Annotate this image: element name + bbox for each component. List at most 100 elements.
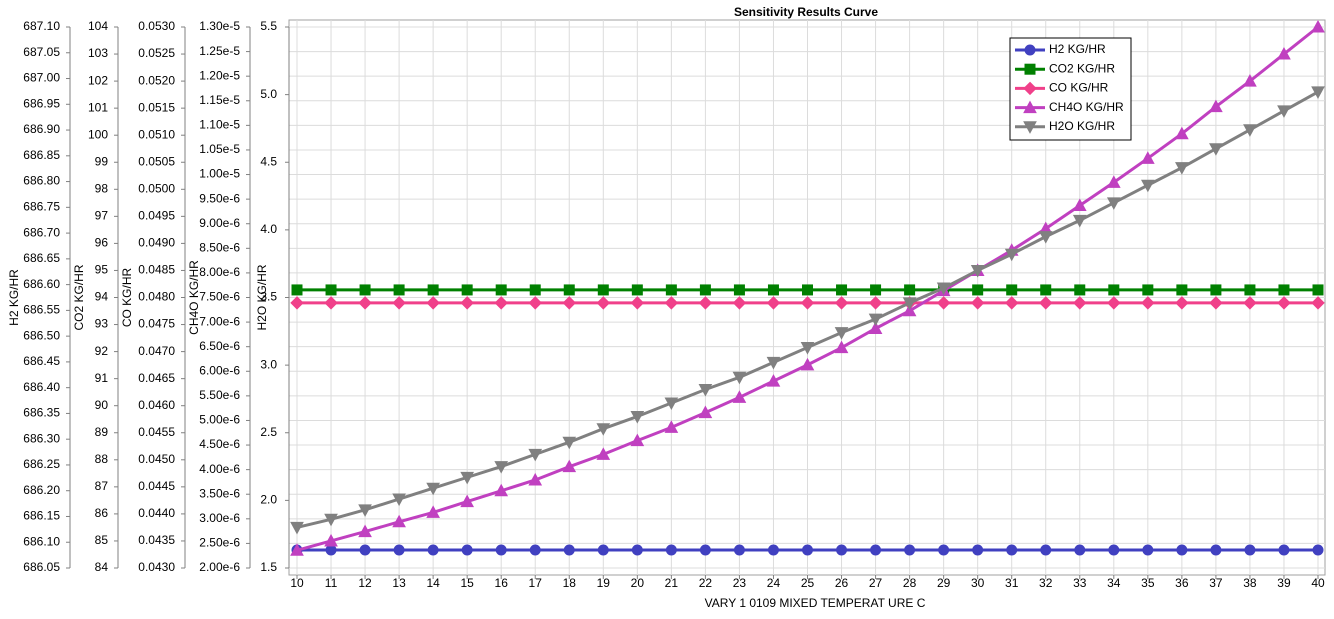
- marker: [936, 296, 951, 310]
- marker: [1176, 544, 1188, 556]
- marker: [324, 533, 338, 547]
- marker: [631, 544, 643, 556]
- marker: [834, 340, 849, 354]
- marker: [1209, 99, 1223, 113]
- y-tick-label: 9.50e-6: [199, 191, 240, 205]
- y-tick-label: 2.00e-6: [199, 560, 240, 574]
- marker: [290, 296, 304, 310]
- marker: [630, 433, 645, 447]
- marker: [1243, 74, 1257, 87]
- x-tick-label: 40: [1311, 576, 1325, 590]
- marker: [1311, 86, 1325, 99]
- y-tick-label: 3.50e-6: [199, 486, 240, 500]
- y-tick-label: 94: [95, 290, 109, 304]
- y-tick-label: 7.50e-6: [199, 290, 240, 304]
- marker: [1040, 544, 1052, 556]
- marker: [664, 397, 679, 411]
- legend-label: H2 KG/HR: [1049, 42, 1106, 56]
- y-tick-label: 0.0530: [138, 19, 175, 33]
- marker: [1108, 284, 1120, 296]
- marker: [1040, 284, 1052, 296]
- x-tick-label: 37: [1209, 576, 1223, 590]
- x-tick-label: 13: [392, 576, 406, 590]
- marker: [802, 544, 813, 556]
- marker: [358, 504, 372, 517]
- marker: [1312, 284, 1324, 296]
- marker: [597, 544, 609, 556]
- marker: [834, 327, 849, 340]
- x-tick-label: 34: [1107, 576, 1121, 590]
- marker: [460, 494, 475, 508]
- marker: [630, 411, 645, 424]
- y-tick-label: 4.0: [260, 222, 277, 236]
- x-tick-label: 32: [1039, 576, 1053, 590]
- y-tick-label: 96: [95, 236, 109, 250]
- y-tick-label: 686.75: [23, 200, 60, 214]
- marker: [528, 448, 543, 462]
- y-tick-label: 4.5: [260, 154, 277, 168]
- y-tick-label: 8.00e-6: [199, 265, 240, 279]
- y-axis-title: CO2 KG/HR: [72, 264, 86, 330]
- marker: [733, 284, 745, 296]
- marker: [800, 296, 815, 310]
- y-tick-label: 0.0520: [138, 73, 175, 87]
- y-tick-label: 1.15e-5: [199, 93, 240, 107]
- y-tick-label: 686.85: [23, 148, 60, 162]
- marker: [733, 544, 745, 556]
- y-tick-label: 1.20e-5: [199, 68, 240, 82]
- y-tick-label: 687.10: [23, 19, 60, 33]
- marker: [1140, 151, 1155, 164]
- marker: [1006, 544, 1018, 556]
- marker: [936, 282, 951, 296]
- marker: [1142, 284, 1154, 296]
- y-tick-label: 3.0: [260, 357, 277, 371]
- marker: [834, 296, 849, 310]
- marker: [1175, 162, 1189, 175]
- marker: [596, 296, 611, 310]
- y-tick-label: 6.50e-6: [199, 339, 240, 353]
- y-tick-label: 686.15: [23, 509, 60, 523]
- y-tick-label: 2.5: [260, 425, 277, 439]
- x-tick-label: 35: [1141, 576, 1155, 590]
- y-axis-title: H2O KG/HR: [255, 264, 269, 330]
- y-tick-label: 686.90: [23, 122, 60, 136]
- x-tick-label: 39: [1277, 576, 1291, 590]
- y-tick-label: 0.0495: [138, 209, 175, 223]
- x-tick-label: 23: [733, 576, 747, 590]
- marker: [1277, 296, 1291, 310]
- y-tick-label: 1.30e-5: [199, 19, 240, 33]
- y-tick-label: 7.00e-6: [199, 314, 240, 328]
- marker: [562, 459, 577, 473]
- marker: [665, 544, 677, 556]
- y-tick-label: 686.30: [23, 431, 60, 445]
- marker: [836, 544, 848, 556]
- marker: [870, 544, 882, 556]
- marker: [904, 544, 916, 556]
- y-tick-label: 98: [95, 181, 109, 195]
- marker: [1108, 544, 1120, 556]
- marker: [664, 296, 679, 310]
- marker: [1074, 284, 1086, 296]
- marker: [461, 284, 473, 296]
- marker: [836, 284, 848, 296]
- marker: [1209, 296, 1223, 310]
- y-tick-label: 1.00e-5: [199, 167, 240, 181]
- y-tick-label: 0.0515: [138, 100, 175, 114]
- marker: [427, 544, 439, 556]
- legend-label: CO2 KG/HR: [1049, 61, 1115, 75]
- marker: [1311, 296, 1325, 310]
- x-tick-label: 26: [835, 576, 849, 590]
- x-tick-label: 27: [869, 576, 883, 590]
- y-tick-label: 97: [95, 209, 109, 223]
- marker: [1277, 105, 1291, 118]
- legend-label: CO KG/HR: [1049, 81, 1109, 95]
- marker: [1106, 197, 1121, 210]
- marker: [631, 284, 643, 296]
- x-tick-label: 20: [631, 576, 645, 590]
- y-tick-label: 89: [95, 425, 109, 439]
- y-tick-label: 686.80: [23, 174, 60, 188]
- marker: [698, 296, 713, 310]
- y-tick-label: 100: [88, 127, 108, 141]
- y-tick-label: 101: [88, 100, 108, 114]
- marker: [699, 284, 711, 296]
